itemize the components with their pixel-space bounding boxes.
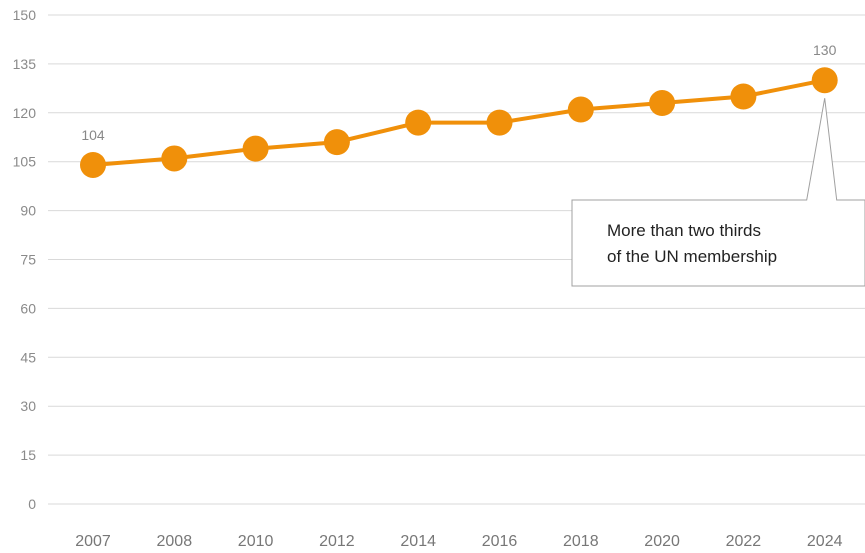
data-point: [730, 83, 757, 110]
annotation-line-2: of the UN membership: [607, 247, 777, 266]
y-axis-tick-labels: 0 15 30 45 60 75 90 105 120 135 150: [13, 7, 37, 512]
y-tick-label: 120: [13, 105, 37, 121]
y-tick-label: 135: [13, 56, 37, 72]
callout-box: [571, 98, 865, 287]
x-tick-label: 2010: [238, 533, 274, 550]
data-point: [811, 67, 838, 94]
x-tick-label: 2012: [319, 533, 355, 550]
annotation-line-1: More than two thirds: [607, 221, 761, 240]
y-tick-label: 60: [20, 300, 36, 316]
y-tick-label: 30: [20, 398, 36, 414]
y-tick-label: 45: [20, 349, 36, 365]
data-point: [567, 96, 594, 123]
y-tick-label: 90: [20, 203, 36, 219]
data-label: 130: [813, 42, 837, 58]
x-axis-tick-labels: 2007 2008 2010 2012 2014 2016 2018 2020 2022 2024: [75, 533, 842, 550]
gridlines: [48, 14, 865, 505]
x-tick-label: 2008: [157, 533, 193, 550]
data-point: [405, 109, 432, 136]
data-point: [323, 129, 350, 156]
x-tick-label: 2020: [644, 533, 680, 550]
series-points: [80, 67, 838, 178]
data-point: [242, 135, 269, 162]
x-tick-label: 2007: [75, 533, 111, 550]
y-tick-label: 105: [13, 154, 37, 170]
y-tick-label: 15: [20, 447, 36, 463]
x-tick-label: 2016: [482, 533, 518, 550]
data-point: [80, 151, 106, 178]
x-tick-label: 2014: [400, 533, 436, 550]
y-tick-label: 75: [20, 252, 36, 268]
data-point: [649, 90, 676, 117]
data-point: [486, 109, 513, 136]
data-label: 104: [81, 127, 105, 143]
y-tick-label: 150: [13, 7, 37, 23]
x-tick-label: 2022: [726, 533, 762, 550]
series-line: [92, 78, 826, 167]
data-point: [161, 145, 188, 172]
x-tick-label: 2018: [563, 533, 599, 550]
y-tick-label: 0: [28, 496, 36, 512]
x-tick-label: 2024: [807, 533, 843, 550]
annotation-callout: More than two thirds of the UN membershi…: [571, 98, 865, 287]
data-labels: 104 130: [81, 42, 836, 143]
